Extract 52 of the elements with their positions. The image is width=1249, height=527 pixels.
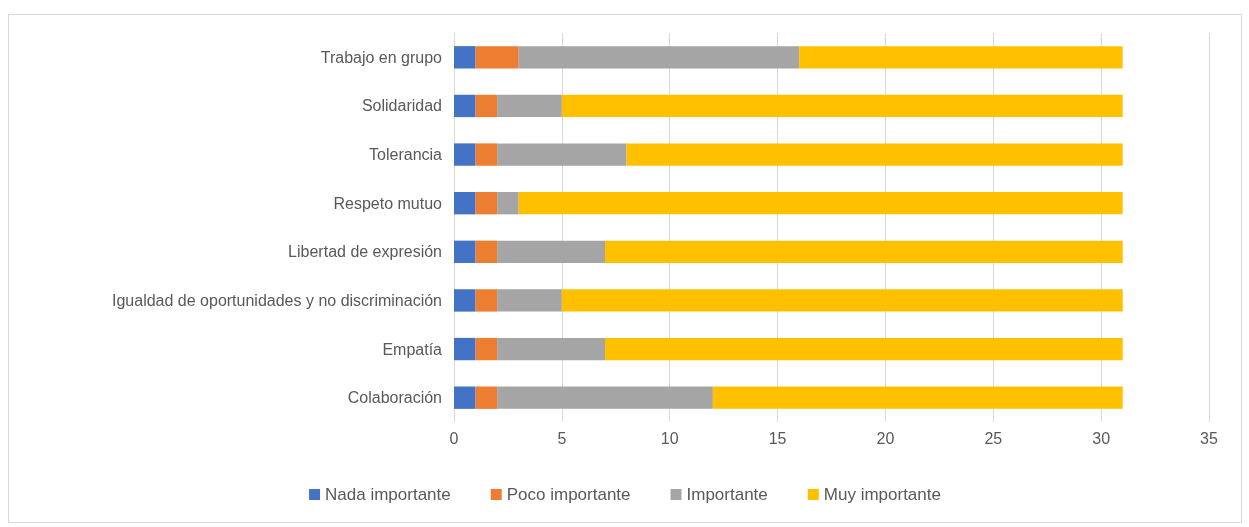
x-tick-label: 15 [768,429,787,447]
x-tick-label: 30 [1092,429,1111,447]
x-tick-label: 25 [984,429,1003,447]
y-tick-label: Libertad de expresión [288,243,442,261]
bar [518,192,1123,215]
bar [475,337,498,361]
bar [475,94,498,118]
bar [475,386,498,409]
y-tick-label: Solidaridad [361,97,442,115]
bar [454,94,476,118]
bar [475,240,498,263]
bar [454,143,476,166]
bar [454,46,476,69]
bar [799,46,1123,69]
bar [605,240,1123,263]
y-tick-label: Empatía [382,340,443,358]
y-tick-label: Respeto mutuo [333,194,443,212]
x-tick-label: 35 [1200,429,1218,447]
bar [497,192,519,215]
bar [454,337,476,361]
bar [497,143,627,166]
x-tick-label: 5 [557,429,567,447]
bar [497,337,605,361]
bar [497,240,605,263]
x-tick-label: 20 [876,429,895,447]
y-tick-label: Tolerancia [369,146,443,164]
y-tick-label: Trabajo en grupo [320,48,443,66]
legend-label: Muy importante [823,485,941,504]
bar [626,143,1123,166]
bar [475,46,519,69]
x-tick-label: 0 [449,429,459,447]
bar [561,289,1123,312]
bar [454,289,476,312]
legend-label: Poco importante [506,485,631,504]
bar [561,94,1123,118]
bar [475,143,498,166]
bar [475,289,498,312]
bar [712,386,1123,409]
bar [605,337,1123,361]
bar [497,289,562,312]
bar [475,192,498,215]
x-tick-label: 10 [660,429,679,447]
y-tick-label: Colaboración [347,389,442,407]
bar [454,240,476,263]
legend-label: Importante [686,485,768,504]
y-tick-label: Igualdad de oportunidades y no discriminación [112,291,442,309]
bar [518,46,800,69]
bar [454,192,476,215]
legend-label: Nada importante [325,485,451,504]
bar [497,386,713,409]
bar [454,386,476,409]
bar [497,94,562,118]
